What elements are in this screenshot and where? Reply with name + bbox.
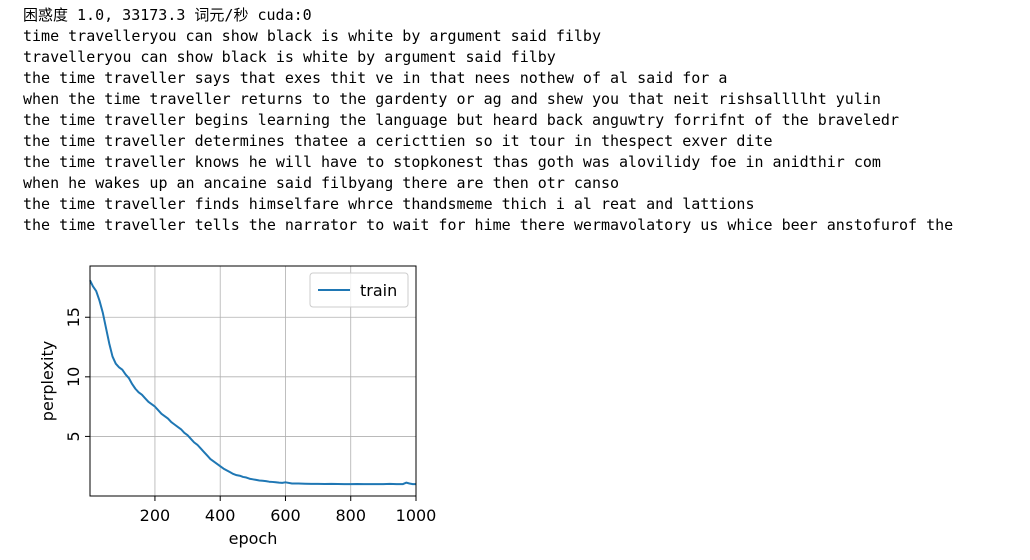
plot-frame xyxy=(89,265,417,497)
generated-text-line: the time traveller finds himselfare whrc… xyxy=(23,195,755,213)
generated-text-line: the time traveller knows he will have to… xyxy=(23,153,881,171)
perplexity-speed-line: 困惑度 1.0, 33173.3 词元/秒 cuda:0 xyxy=(23,6,312,24)
x-tick-label: 1000 xyxy=(396,506,437,525)
series-line-train xyxy=(89,279,416,486)
legend-label-train: train xyxy=(360,281,397,300)
generated-text-line: the time traveller begins learning the l… xyxy=(23,111,899,129)
generated-text-line: travelleryou can show black is white by … xyxy=(23,48,556,66)
training-output-log: 困惑度 1.0, 33173.3 词元/秒 cuda:0 time travell… xyxy=(23,5,953,236)
series-layer xyxy=(89,279,416,486)
x-axis-label: epoch xyxy=(229,529,278,548)
y-tick-label: 10 xyxy=(64,367,83,387)
generated-text-line: the time traveller says that exes thit v… xyxy=(23,69,728,87)
x-tick-label: 200 xyxy=(140,506,171,525)
x-tick-label: 800 xyxy=(335,506,366,525)
grid-layer xyxy=(90,266,417,496)
generated-text-line: when he wakes up an ancaine said filbyan… xyxy=(23,174,620,192)
y-axis-label: perplexity xyxy=(38,341,57,421)
generated-text-line: the time traveller tells the narrator to… xyxy=(23,216,954,234)
tick-layer: 200 400 600 800 1000 5 10 15 xyxy=(64,307,436,525)
y-tick-label: 5 xyxy=(64,431,83,441)
generated-text-line: the time traveller determines thatee a c… xyxy=(23,132,773,150)
x-tick-label: 400 xyxy=(205,506,236,525)
legend-box xyxy=(309,272,409,308)
generated-text-line: when the time traveller returns to the g… xyxy=(23,90,881,108)
legend: train xyxy=(309,272,409,308)
generated-text-line: time travelleryou can show black is whit… xyxy=(23,27,601,45)
y-tick-label: 15 xyxy=(64,307,83,327)
x-tick-label: 600 xyxy=(270,506,301,525)
